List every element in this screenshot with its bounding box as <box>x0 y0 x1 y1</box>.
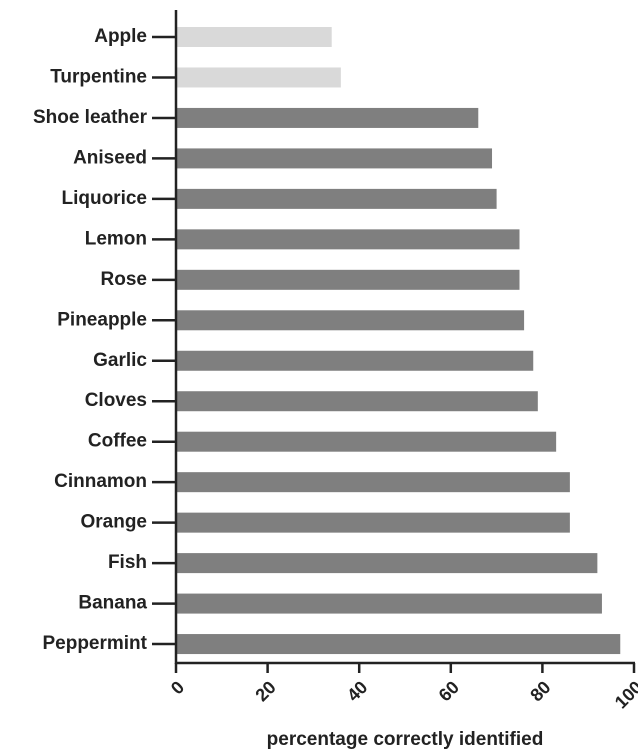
y-tick-label: Pineapple <box>57 309 147 330</box>
bar <box>176 553 598 574</box>
bar <box>176 431 557 452</box>
x-tick-label: 40 <box>343 677 371 705</box>
bar <box>176 188 497 209</box>
y-tick-label: Cinnamon <box>54 471 147 492</box>
y-tick-label: Lemon <box>85 228 147 249</box>
y-tick-label: Apple <box>94 26 147 47</box>
bar <box>176 634 621 655</box>
y-tick-label: Coffee <box>88 431 147 452</box>
bar <box>176 472 570 493</box>
x-tick-label: 80 <box>526 677 554 705</box>
x-tick-label: 20 <box>251 677 279 705</box>
bar <box>176 310 525 331</box>
x-tick-label: 60 <box>435 677 463 705</box>
bar <box>176 593 602 614</box>
bar <box>176 148 493 169</box>
x-tick-label: 0 <box>167 677 188 698</box>
bar <box>176 107 479 128</box>
y-tick-label: Liquorice <box>61 188 147 209</box>
y-tick-label: Fish <box>108 552 147 573</box>
y-tick-label: Rose <box>101 269 147 290</box>
y-tick-label: Cloves <box>85 390 147 411</box>
bar <box>176 27 332 47</box>
bar <box>176 350 534 371</box>
bar <box>176 229 520 250</box>
x-axis-label: percentage correctly identified <box>267 729 544 750</box>
x-tick-label: 100 <box>611 677 638 712</box>
bar <box>176 269 520 290</box>
y-tick-label: Orange <box>80 512 147 533</box>
bar <box>176 512 570 533</box>
y-tick-label: Turpentine <box>50 66 147 87</box>
y-tick-label: Garlic <box>93 350 147 371</box>
y-tick-label: Shoe leather <box>33 107 148 128</box>
y-tick-label: Banana <box>78 593 147 614</box>
y-tick-label: Aniseed <box>73 147 147 168</box>
y-tick-label: Peppermint <box>42 633 147 654</box>
bar <box>176 391 538 412</box>
bar <box>176 67 341 88</box>
